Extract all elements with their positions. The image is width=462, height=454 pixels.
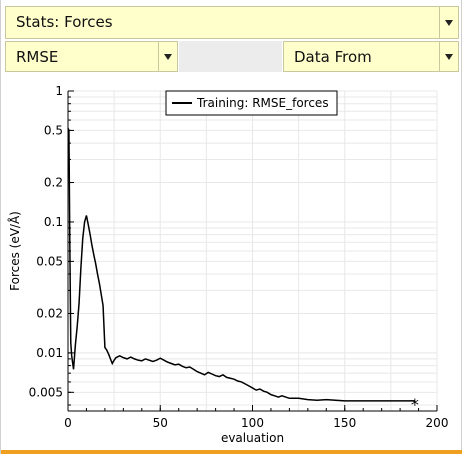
series-line — [67, 127, 415, 402]
x-axis-ticks: 0 50 100 150 200 — [64, 405, 448, 430]
metric-dropdown-label: RMSE — [16, 48, 59, 66]
y-axis-label: Forces (eV/Å) — [7, 211, 22, 291]
data-source-dropdown-arrow[interactable] — [439, 42, 458, 71]
toolbar-spacer — [179, 41, 282, 72]
legend-label: Training: RMSE_forces — [196, 96, 329, 110]
y-tick-label: 1 — [55, 84, 63, 98]
y-tick-label: 0.01 — [36, 346, 63, 360]
y-tick-label: 0.2 — [44, 176, 63, 190]
data-source-dropdown[interactable]: Data From — [283, 41, 459, 72]
stats-dropdown-arrow[interactable] — [439, 7, 458, 38]
y-tick-label: 0.005 — [29, 385, 63, 399]
x-tick-label: 150 — [333, 416, 356, 430]
x-tick-label: 50 — [153, 416, 168, 430]
stats-dropdown-label: Stats: Forces — [16, 13, 113, 31]
y-tick-label: 0.1 — [44, 215, 63, 229]
metric-dropdown[interactable]: RMSE — [5, 41, 178, 72]
y-tick-label: 0.02 — [36, 306, 63, 320]
x-tick-label: 200 — [426, 416, 449, 430]
x-axis-label: evaluation — [221, 431, 284, 445]
y-tick-label: 0.5 — [44, 123, 63, 137]
y-tick-label: 0.05 — [36, 254, 63, 268]
stats-dropdown[interactable]: Stats: Forces — [5, 6, 459, 39]
metric-dropdown-arrow[interactable] — [158, 42, 177, 71]
data-source-dropdown-label: Data From — [294, 48, 372, 66]
chevron-down-icon — [164, 53, 172, 60]
chevron-down-icon — [445, 19, 453, 26]
bottom-accent-bar — [1, 450, 462, 454]
y-axis-ticks: 1 0.5 0.2 0.1 0.05 0.02 0.01 0.005 — [29, 84, 74, 406]
chart-grid — [67, 90, 438, 411]
chevron-down-icon — [445, 53, 453, 60]
x-tick-label: 100 — [241, 416, 264, 430]
chart-legend: Training: RMSE_forces — [165, 90, 338, 116]
series-end-marker: * — [411, 395, 419, 414]
legend-box — [165, 90, 338, 116]
x-tick-label: 0 — [64, 416, 72, 430]
forces-chart: 1 0.5 0.2 0.1 0.05 0.02 0.01 0.005 0 50 100 150 200… — [7, 84, 448, 445]
